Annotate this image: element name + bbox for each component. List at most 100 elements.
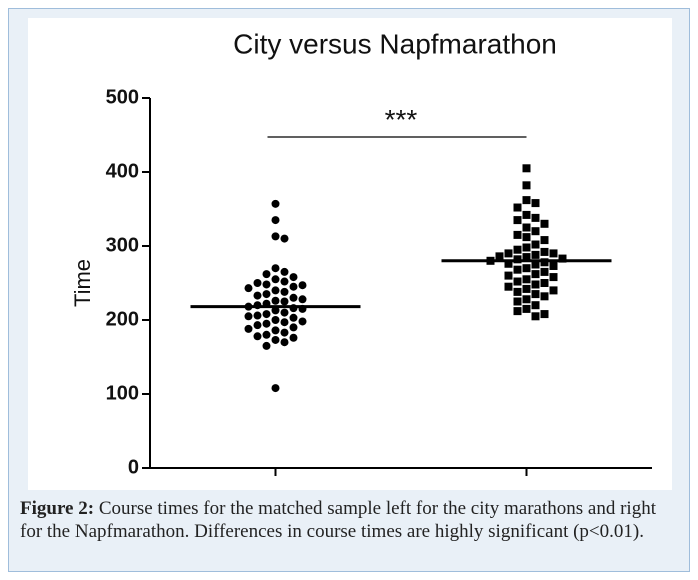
point [531, 227, 540, 236]
point [531, 260, 540, 269]
point [504, 271, 513, 280]
point [253, 291, 262, 300]
point [280, 318, 289, 327]
point [271, 384, 280, 393]
point [513, 287, 522, 296]
point [540, 279, 549, 287]
point [244, 324, 253, 333]
point [244, 312, 253, 321]
point [271, 326, 280, 335]
point [531, 290, 540, 299]
caption: Figure 2: Course times for the matched s… [20, 497, 680, 543]
y-tick-label: 0 [128, 456, 139, 478]
point [289, 273, 298, 282]
y-tick-label: 300 [106, 234, 139, 256]
point [504, 282, 513, 291]
point [513, 203, 522, 212]
point [253, 279, 262, 287]
point [262, 280, 271, 289]
point [522, 275, 531, 284]
point [271, 275, 280, 284]
point [271, 199, 280, 208]
point [513, 216, 522, 225]
point [513, 265, 522, 274]
point [280, 234, 289, 243]
point [531, 213, 540, 222]
point [522, 284, 531, 293]
chart-title: City versus Napfmarathon [233, 28, 557, 59]
point [540, 292, 549, 301]
point [495, 252, 504, 261]
point [298, 295, 307, 304]
point [531, 199, 540, 208]
caption-label: Figure 2: [20, 498, 95, 519]
point [262, 270, 271, 279]
point [271, 335, 280, 344]
point [504, 259, 513, 268]
point [513, 297, 522, 306]
point [540, 219, 549, 228]
point [289, 293, 298, 302]
point [298, 317, 307, 326]
point [262, 330, 271, 339]
point [522, 210, 531, 219]
point [280, 277, 289, 286]
point [513, 245, 522, 254]
point [522, 196, 531, 205]
point [280, 308, 289, 317]
point [271, 264, 280, 273]
point [280, 267, 289, 276]
y-tick-label: 400 [106, 160, 139, 182]
point [280, 287, 289, 296]
point [262, 310, 271, 319]
point [298, 281, 307, 290]
point [280, 297, 289, 306]
point [504, 249, 513, 258]
point [540, 247, 549, 256]
point [540, 236, 549, 245]
point [271, 296, 280, 305]
point [522, 295, 531, 304]
point [531, 301, 540, 310]
point [531, 280, 540, 289]
point [531, 270, 540, 279]
significance-label: *** [385, 104, 418, 135]
point [271, 316, 280, 324]
point [253, 332, 262, 341]
point [549, 273, 558, 282]
point [531, 312, 540, 321]
point [540, 267, 549, 276]
point [280, 328, 289, 337]
point [531, 240, 540, 249]
point [513, 307, 522, 316]
chart-area [28, 18, 672, 490]
point [262, 319, 271, 328]
point [289, 282, 298, 291]
point [522, 264, 531, 273]
point [262, 341, 271, 350]
point [289, 333, 298, 342]
point [253, 311, 262, 320]
point [549, 261, 558, 270]
point [513, 277, 522, 286]
y-tick-label: 200 [106, 308, 139, 330]
y-axis-label: Time [70, 259, 95, 307]
point [540, 310, 549, 319]
point [271, 216, 280, 225]
point [513, 230, 522, 239]
point [289, 323, 298, 332]
point [549, 286, 558, 295]
point [253, 321, 262, 330]
point [271, 306, 280, 315]
y-tick-label: 100 [106, 382, 139, 404]
point [522, 233, 531, 242]
point [522, 304, 531, 313]
caption-text: Course times for the matched sample left… [20, 498, 656, 542]
y-tick-label: 500 [106, 86, 139, 108]
point [522, 181, 531, 190]
point [522, 164, 531, 173]
point [522, 223, 531, 232]
point [531, 250, 540, 259]
